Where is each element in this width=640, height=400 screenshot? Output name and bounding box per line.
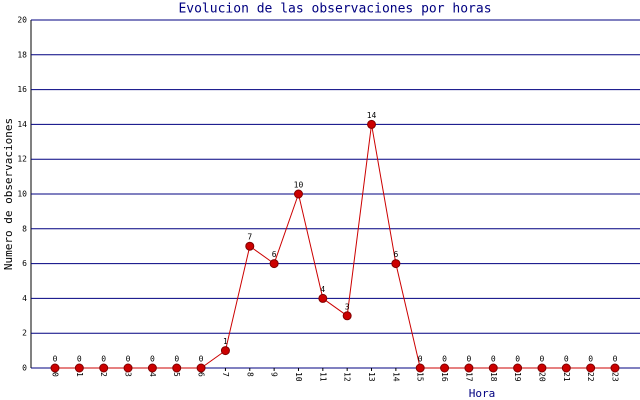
x-tick-label: 5: [172, 372, 181, 377]
x-tick-label: 16: [440, 372, 449, 382]
y-tick-label: 12: [17, 155, 27, 164]
x-tick-label: 19: [513, 372, 522, 382]
data-label: 1: [223, 337, 228, 346]
data-label: 0: [588, 355, 593, 364]
point: [269, 259, 279, 269]
data-label: 0: [77, 355, 82, 364]
point: [367, 119, 377, 129]
point: [440, 363, 450, 373]
data-label: 10: [294, 181, 304, 190]
line: [55, 124, 615, 369]
x-tick-label: 10: [294, 372, 303, 382]
x-tick-label: 11: [318, 372, 327, 382]
point: [220, 346, 230, 356]
data-label: 3: [345, 302, 350, 311]
x-tick-label: 15: [416, 372, 425, 382]
point: [537, 363, 547, 373]
point: [74, 363, 84, 373]
y-tick-label: 18: [17, 50, 27, 59]
y-tick-label: 2: [22, 329, 27, 338]
point: [147, 363, 157, 373]
y-tick-label: 14: [17, 120, 27, 129]
point: [318, 293, 328, 303]
x-tick-label: 8: [245, 372, 254, 377]
y-tick-label: 8: [22, 224, 27, 233]
y-tick-label: 0: [22, 364, 27, 373]
data-label: 0: [540, 355, 545, 364]
x-tick-label: 4: [148, 372, 157, 377]
y-axis-label: Numero de observaciones: [2, 118, 15, 270]
point: [342, 311, 352, 321]
y-tick-label: 4: [22, 294, 27, 303]
data-label: 4: [320, 285, 325, 294]
x-tick-label: 7: [221, 372, 230, 377]
data-label: 0: [564, 355, 569, 364]
point: [391, 259, 401, 269]
point: [415, 363, 425, 373]
data-label: 0: [126, 355, 131, 364]
point: [50, 363, 60, 373]
x-tick-label: 9: [270, 372, 279, 377]
data-label: 6: [272, 250, 277, 259]
data-label: 0: [150, 355, 155, 364]
point: [610, 363, 620, 373]
y-tick-label: 6: [22, 259, 27, 268]
data-label: 0: [466, 355, 471, 364]
data-label: 6: [393, 250, 398, 259]
point: [196, 363, 206, 373]
data-label: 0: [53, 355, 58, 364]
data-label: 7: [247, 233, 252, 242]
chart-title: Evolucion de las observaciones por horas: [178, 2, 491, 17]
point: [172, 363, 182, 373]
x-tick-label: 18: [489, 372, 498, 382]
x-tick-label: 6: [197, 372, 206, 377]
data-label: 0: [174, 355, 179, 364]
x-tick-label: 1: [75, 372, 84, 377]
data-label: 14: [367, 111, 377, 120]
point: [464, 363, 474, 373]
point: [586, 363, 596, 373]
x-tick-label: 14: [391, 372, 400, 382]
data-label: 0: [199, 355, 204, 364]
data-label: 0: [613, 355, 618, 364]
point: [293, 189, 303, 199]
point: [561, 363, 571, 373]
x-tick-label: 0: [51, 372, 60, 377]
data-label: 0: [515, 355, 520, 364]
x-tick-label: 12: [343, 372, 352, 382]
data-label: 0: [442, 355, 447, 364]
x-tick-label: 20: [537, 372, 546, 382]
y-tick-label: 16: [17, 85, 27, 94]
x-axis-label: Hora: [469, 387, 496, 400]
y-tick-label: 20: [17, 16, 27, 25]
x-tick-label: 23: [611, 372, 620, 382]
x-tick-label: 17: [464, 372, 473, 382]
point: [488, 363, 498, 373]
data-label: 0: [418, 355, 423, 364]
point: [99, 363, 109, 373]
x-tick-label: 2: [99, 372, 108, 377]
x-tick-label: 22: [586, 372, 595, 382]
x-tick-label: 13: [367, 372, 376, 382]
point: [123, 363, 133, 373]
point: [513, 363, 523, 373]
x-tick-label: 3: [124, 372, 133, 377]
x-tick-label: 21: [562, 372, 571, 382]
point: [245, 241, 255, 251]
data-label: 0: [101, 355, 106, 364]
y-tick-label: 10: [17, 190, 27, 199]
data-label: 0: [491, 355, 496, 364]
